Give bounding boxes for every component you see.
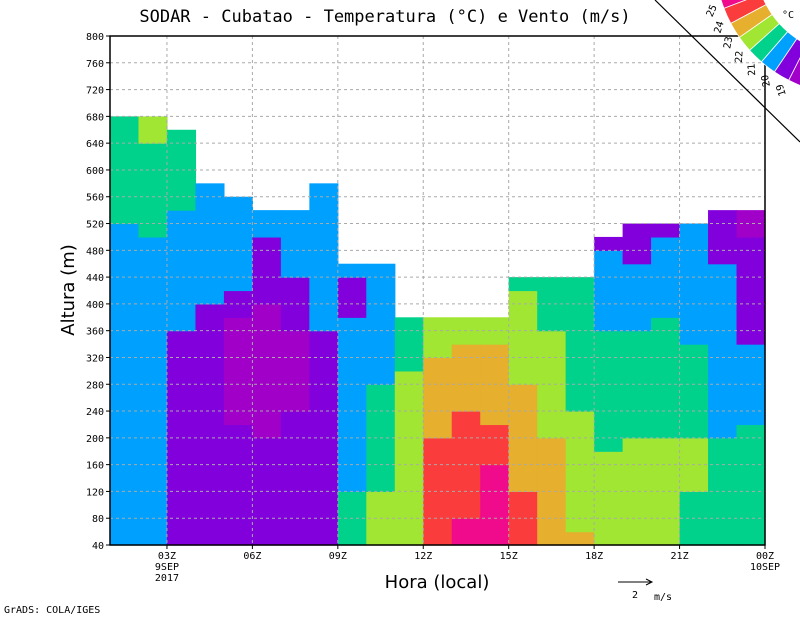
temperature-cell — [423, 317, 453, 359]
y-tick-label: 120 — [86, 487, 104, 498]
x-tick-label: 10SEP — [750, 562, 780, 573]
temperature-cell — [337, 263, 367, 278]
temperature-cell — [736, 236, 766, 345]
wind-reference-value: 2 — [632, 590, 638, 601]
temperature-cell — [565, 277, 595, 412]
footer-credit: GrADS: COLA/IGES — [4, 605, 100, 616]
temperature-cell — [594, 250, 624, 332]
x-tick-label: 06Z — [243, 551, 261, 562]
chart-title: SODAR - Cubatao - Temperatura (°C) e Ven… — [139, 7, 630, 27]
y-tick-label: 560 — [86, 193, 104, 204]
temperature-cell — [708, 210, 738, 265]
y-tick-label: 240 — [86, 407, 104, 418]
temperature-cell — [708, 263, 738, 439]
temperature-cell — [480, 424, 510, 466]
y-tick-label: 800 — [86, 32, 104, 43]
y-tick-label: 80 — [92, 514, 104, 525]
temperature-cell — [309, 183, 339, 332]
y-tick-label: 160 — [86, 461, 104, 472]
y-tick-label: 760 — [86, 59, 104, 70]
y-axis-label: Altura (m) — [58, 244, 79, 336]
temperature-cell — [280, 330, 310, 412]
x-tick-label: 09Z — [329, 551, 347, 562]
temperature-cell — [651, 223, 681, 238]
temperature-cell — [337, 277, 367, 318]
temperature-cell — [594, 330, 624, 452]
y-tick-label: 640 — [86, 139, 104, 150]
wind-reference: 2 m/s — [618, 578, 672, 603]
temperature-cell — [651, 317, 681, 439]
legend-label: 25 — [705, 3, 720, 18]
legend-swatch — [788, 57, 800, 86]
temperature-cell — [223, 196, 253, 292]
y-tick-label: 400 — [86, 300, 104, 311]
x-tick-label: 00Z — [756, 551, 774, 562]
temperature-cell — [594, 451, 624, 546]
x-tick-label: 2017 — [155, 573, 179, 584]
legend-label: 21 — [746, 63, 758, 76]
legend-label: 19 — [775, 83, 789, 98]
temperature-cell — [195, 303, 225, 546]
temperature-cell — [366, 263, 396, 385]
x-tick-label: 9SEP — [155, 562, 179, 573]
temperature-cell — [622, 223, 652, 265]
y-tick-label: 280 — [86, 380, 104, 391]
x-tick-label: 21Z — [671, 551, 689, 562]
y-tick-label: 360 — [86, 327, 104, 338]
x-tick-label: 12Z — [414, 551, 432, 562]
temperature-cell — [736, 424, 766, 546]
temperature-cell — [594, 236, 624, 251]
legend-divider — [654, 0, 800, 143]
temperature-cell — [394, 317, 424, 372]
temperature-cell — [565, 411, 595, 533]
temperature-cell — [679, 344, 709, 439]
wind-reference-unit: m/s — [654, 592, 672, 603]
temperature-cell — [451, 344, 481, 412]
temperature-cell — [280, 210, 310, 278]
legend-unit: °C — [782, 10, 794, 21]
legend-label: 20 — [760, 74, 773, 88]
y-tick-label: 720 — [86, 86, 104, 97]
temperature-cell — [195, 183, 225, 305]
y-tick-label: 40 — [92, 541, 104, 552]
temperature-cell — [138, 236, 168, 546]
y-tick-label: 320 — [86, 353, 104, 364]
temperature-cell — [223, 424, 253, 546]
x-tick-label: 03Z — [158, 551, 176, 562]
temperature-cell — [508, 290, 538, 385]
temperature-cell — [394, 370, 424, 546]
y-tick-label: 480 — [86, 246, 104, 257]
plot-frame — [109, 35, 766, 546]
temperature-cell — [508, 277, 538, 292]
legend-label: 22 — [734, 51, 746, 64]
temperature-cell — [423, 357, 453, 439]
x-tick-label: 15Z — [500, 551, 518, 562]
temperature-cell — [280, 411, 310, 546]
x-axis-label: Hora (local) — [385, 572, 490, 593]
temperature-cell — [138, 116, 168, 144]
y-tick-label: 200 — [86, 434, 104, 445]
y-tick-label: 680 — [86, 112, 104, 123]
temperature-cell — [679, 223, 709, 345]
legend-label: 24 — [713, 20, 727, 35]
temperature-cell — [252, 303, 282, 439]
temperature-cell — [252, 236, 282, 305]
y-tick-label: 440 — [86, 273, 104, 284]
legend-label: 23 — [722, 36, 735, 50]
temperature-cell — [166, 210, 197, 332]
temperature-cell — [480, 464, 510, 546]
y-tick-label: 600 — [86, 166, 104, 177]
temperature-cell — [138, 143, 168, 238]
temperature-cell — [223, 317, 253, 426]
x-tick-label: 18Z — [585, 551, 603, 562]
y-tick-label: 520 — [86, 220, 104, 231]
temperature-cell — [565, 531, 595, 546]
temperature-cell — [451, 518, 481, 546]
temperature-cell — [337, 317, 367, 493]
temperature-cell — [622, 263, 652, 332]
